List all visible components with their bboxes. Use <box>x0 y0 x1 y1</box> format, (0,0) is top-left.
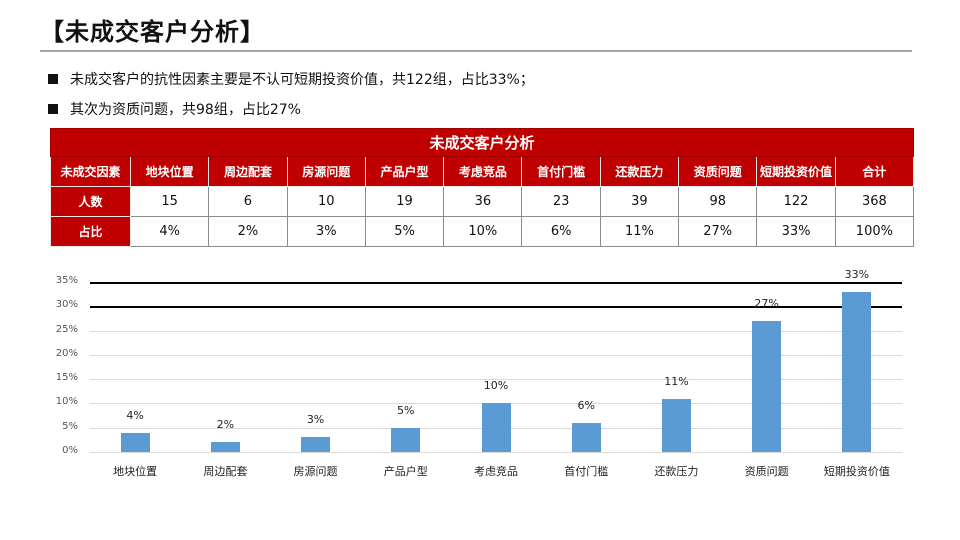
x-axis-label: 还款压力 <box>654 465 699 478</box>
x-axis-label: 地块位置 <box>113 465 158 478</box>
square-bullet-icon <box>48 104 58 114</box>
table-cell: 5% <box>364 216 445 247</box>
gridline <box>90 354 902 356</box>
reference-line <box>90 306 902 309</box>
x-axis-label: 房源问题 <box>293 465 338 478</box>
column-header: 地块位置 <box>129 156 210 187</box>
table-cell: 23 <box>521 186 601 217</box>
table-caption-row: 未成交客户分析 <box>49 128 915 157</box>
x-axis-label: 周边配套 <box>203 465 248 478</box>
bar <box>571 422 601 452</box>
data-label: 10% <box>483 379 509 393</box>
header-label: 未成交因素 <box>50 156 131 187</box>
x-axis-label: 产品户型 <box>383 465 428 478</box>
table-cell: 368 <box>834 186 915 217</box>
title-divider <box>40 50 912 52</box>
column-header: 还款压力 <box>599 156 680 187</box>
y-axis-tick: 10% <box>55 396 78 408</box>
square-bullet-icon <box>48 74 58 84</box>
data-label: 3% <box>306 413 325 427</box>
table-cell: 100% <box>834 216 915 247</box>
row-label: 人数 <box>50 186 131 217</box>
data-label: 4% <box>126 408 144 422</box>
column-header: 资质问题 <box>678 156 758 187</box>
data-label: 33% <box>844 267 870 281</box>
table-cell: 27% <box>678 216 758 247</box>
bar <box>752 320 782 452</box>
gridline <box>90 330 902 332</box>
table-cell: 4% <box>129 216 210 247</box>
data-label: 11% <box>664 374 689 388</box>
column-header: 短期投资价值 <box>756 156 836 187</box>
table-header-row: 未成交因素 地块位置 周边配套 房源问题 产品户型 考虑竞品 首付门槛 还款压力… <box>50 156 915 187</box>
table-cell: 6 <box>208 186 288 217</box>
y-axis-tick: 5% <box>62 420 78 432</box>
table-cell: 19 <box>364 186 445 217</box>
x-axis-label: 首付门槛 <box>564 465 609 478</box>
table-cell: 33% <box>756 216 836 247</box>
table-caption: 未成交客户分析 <box>49 128 915 157</box>
bar <box>120 432 150 452</box>
table-row: 占比 4% 2% 3% 5% 10% 6% 11% 27% 33% 100% <box>50 216 915 247</box>
x-axis-label: 短期投资价值 <box>823 465 890 478</box>
column-header: 周边配套 <box>208 156 288 187</box>
table-cell: 11% <box>599 216 680 247</box>
data-label: 6% <box>577 398 595 412</box>
bar-chart: 0% 5% 10% 15% 20% 25% 30% 35% 4% 地块位置 2% 周边配套 3% 房源问题… <box>0 267 960 490</box>
y-axis-tick: 30% <box>55 299 78 311</box>
x-axis-label: 考虑竞品 <box>474 465 518 478</box>
table-cell: 15 <box>129 186 210 217</box>
bar <box>391 427 421 452</box>
bullet-text: 其次为资质问题，共98组，占比27% <box>70 102 301 118</box>
column-header: 房源问题 <box>286 156 366 187</box>
table-cell: 10% <box>443 216 523 247</box>
table-cell: 6% <box>521 216 601 247</box>
table-cell: 2% <box>208 216 288 247</box>
data-label: 5% <box>397 403 415 417</box>
column-header: 首付门槛 <box>521 156 601 187</box>
table-cell: 122 <box>756 186 836 217</box>
table-row: 人数 15 6 10 19 36 23 39 98 122 368 <box>50 186 915 217</box>
gridline <box>90 452 902 453</box>
bar <box>661 398 691 452</box>
data-label: 2% <box>216 418 235 432</box>
column-header: 产品户型 <box>364 156 445 187</box>
bullet-text: 未成交客户的抗性因素主要是不认可短期投资价值，共122组，占比33%； <box>70 72 534 88</box>
gridline <box>90 379 902 381</box>
table-cell: 36 <box>443 186 523 217</box>
y-axis-tick: 15% <box>55 372 78 384</box>
row-label: 占比 <box>50 216 131 247</box>
y-axis-tick: 25% <box>55 323 78 335</box>
column-header: 考虑竞品 <box>443 156 523 187</box>
table-cell: 10 <box>286 186 366 217</box>
bar <box>842 291 872 452</box>
x-axis-label: 资质问题 <box>744 465 789 478</box>
bar <box>481 403 511 452</box>
y-axis-tick: 0% <box>62 445 78 456</box>
bar <box>210 442 240 452</box>
reference-line <box>90 282 902 284</box>
table-cell: 39 <box>599 186 680 217</box>
bullet-item: 其次为资质问题，共98组，占比27% <box>48 99 301 119</box>
bar <box>301 437 331 452</box>
bullet-item: 未成交客户的抗性因素主要是不认可短期投资价值，共122组，占比33%； <box>48 69 534 89</box>
column-header: 合计 <box>834 156 915 187</box>
table-cell: 3% <box>286 216 366 247</box>
y-axis-tick: 20% <box>55 347 78 359</box>
analysis-table: 未成交客户分析 未成交因素 地块位置 周边配套 房源问题 产品户型 考虑竞品 首… <box>49 128 915 247</box>
page-title: 【未成交客户分析】 <box>40 18 265 46</box>
data-label: 27% <box>754 296 779 310</box>
y-axis-tick: 35% <box>55 275 78 286</box>
table-cell: 98 <box>678 186 758 217</box>
